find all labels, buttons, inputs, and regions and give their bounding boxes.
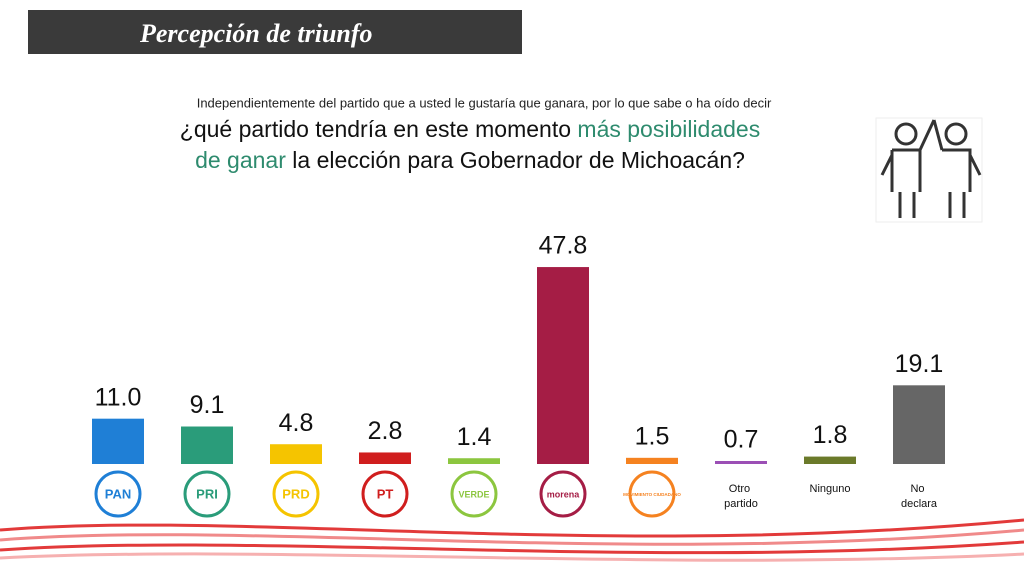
bar bbox=[448, 458, 500, 464]
party-logo-text: VERDE bbox=[458, 489, 489, 499]
bar bbox=[181, 426, 233, 464]
party-logo-text: PRD bbox=[282, 486, 309, 501]
category-label: Otro partido bbox=[724, 483, 758, 510]
party-logo bbox=[94, 470, 142, 518]
bar bbox=[626, 457, 678, 464]
subtitle: Independientemente del partido que a ust… bbox=[197, 95, 772, 110]
party-logo-text: morena bbox=[547, 489, 581, 499]
value-label: 9.1 bbox=[190, 391, 225, 419]
value-label: 1.4 bbox=[457, 423, 492, 451]
party-logo-text: PRI bbox=[196, 486, 218, 501]
value-label: 47.8 bbox=[539, 232, 588, 260]
bottom-wave bbox=[0, 518, 1024, 562]
party-logo-text: PAN bbox=[105, 486, 131, 501]
party-logo bbox=[450, 470, 498, 518]
bar bbox=[359, 452, 411, 464]
title-banner bbox=[28, 10, 522, 54]
question-segment: más posibilidades bbox=[577, 116, 760, 142]
question-segment: de ganar bbox=[195, 147, 286, 173]
question-segment: ¿qué partido tendría en este momento bbox=[180, 116, 578, 142]
bar bbox=[92, 418, 144, 464]
value-label: 1.5 bbox=[635, 422, 670, 450]
question-line: ¿qué partido tendría en este momento más… bbox=[180, 116, 760, 142]
bar bbox=[804, 456, 856, 464]
party-logo bbox=[183, 470, 231, 518]
party-logo bbox=[539, 470, 587, 518]
value-label: 0.7 bbox=[724, 426, 759, 454]
bar bbox=[715, 461, 767, 464]
value-label: 4.8 bbox=[279, 409, 314, 437]
value-label: 2.8 bbox=[368, 417, 403, 445]
category-label: No declara bbox=[901, 483, 938, 510]
party-logo bbox=[272, 470, 320, 518]
bar bbox=[893, 385, 945, 464]
party-logo-text: MOVIMIENTO CIUDADANO bbox=[623, 492, 681, 497]
party-logo bbox=[628, 470, 676, 518]
category-label: Ninguno bbox=[810, 483, 851, 495]
bar bbox=[537, 267, 589, 464]
title: Percepción de triunfo bbox=[139, 19, 373, 48]
question-line: de ganar la elección para Gobernador de … bbox=[195, 147, 745, 173]
question-segment: la elección para Gobernador de Michoacán… bbox=[286, 147, 745, 173]
party-logo bbox=[361, 470, 409, 518]
value-label: 1.8 bbox=[813, 421, 848, 449]
people-icon bbox=[875, 117, 983, 223]
bar bbox=[270, 444, 322, 464]
value-label: 19.1 bbox=[895, 350, 944, 378]
party-logo-text: PT bbox=[377, 486, 394, 501]
value-label: 11.0 bbox=[95, 383, 142, 411]
